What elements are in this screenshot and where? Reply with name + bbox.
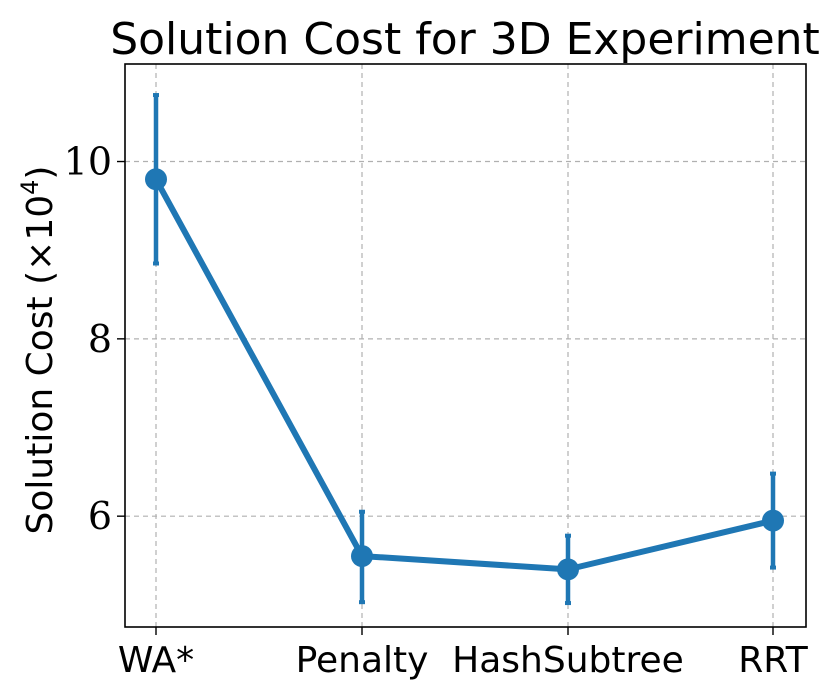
x-tick-label: WA* <box>118 640 194 681</box>
series-line <box>153 176 776 573</box>
x-tick-label: Penalty <box>296 640 429 681</box>
x-axis: WA* Penalty HashSubtree RRT <box>118 627 809 681</box>
y-tick-label: 10 <box>64 140 112 184</box>
grid-layer <box>125 64 806 627</box>
chart-title: Solution Cost for 3D Experiment <box>110 14 820 65</box>
data-point <box>762 509 784 532</box>
data-point <box>557 558 579 581</box>
y-axis: 6 8 10 <box>64 140 125 538</box>
data-point <box>145 168 167 191</box>
x-tick-label: RRT <box>738 640 808 681</box>
data-point <box>351 545 373 568</box>
y-axis-label-exponent: 4 <box>16 180 44 195</box>
y-axis-label: Solution Cost (×104) <box>16 166 61 535</box>
y-axis-label-text: Solution Cost (×10 <box>20 195 61 535</box>
series-layer <box>145 93 784 606</box>
y-tick-label: 6 <box>88 494 112 538</box>
plot-frame <box>124 63 807 628</box>
x-tick-label: HashSubtree <box>452 640 684 681</box>
y-axis-label-close: ) <box>20 166 61 180</box>
y-tick-label: 8 <box>88 317 112 361</box>
